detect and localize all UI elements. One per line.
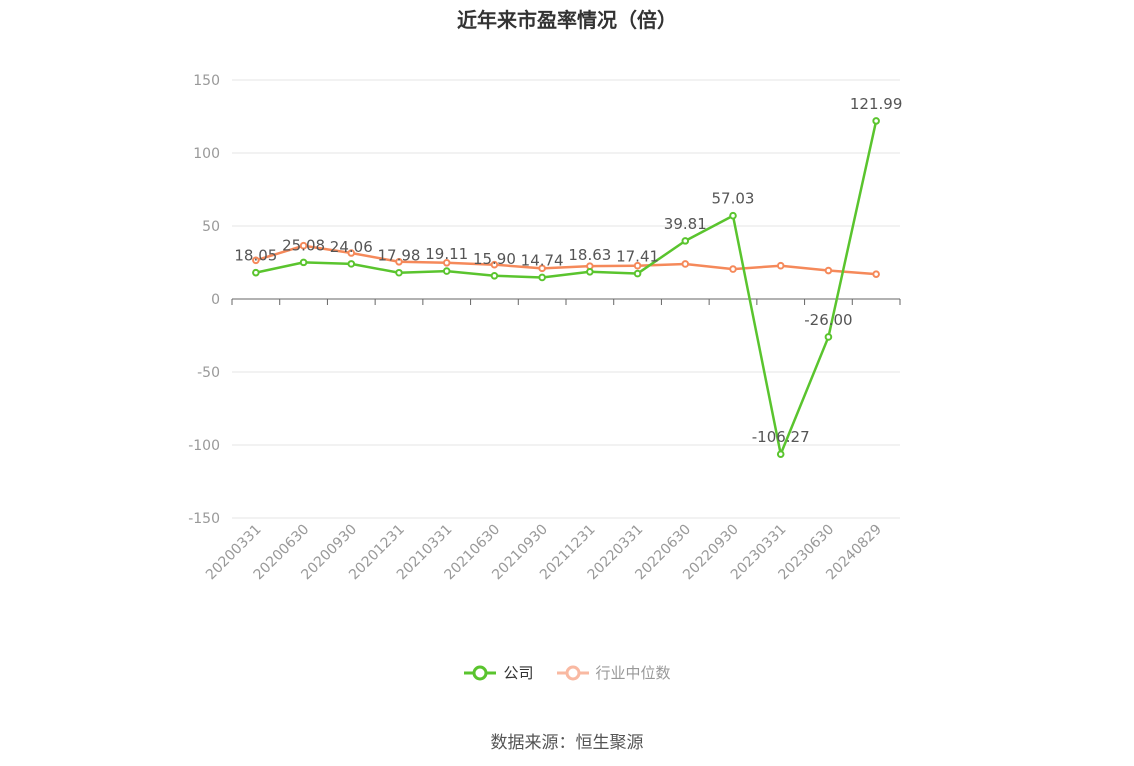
legend-item-industry[interactable]: 行业中位数 [556,662,671,683]
industry-data-point [442,258,451,267]
data-label: 25.08 [282,236,325,254]
industry-data-point [252,256,260,265]
data-label: 57.03 [712,190,755,208]
company-data-point [776,450,785,458]
company-data-point [538,273,546,282]
y-tick-label: 150 [193,73,220,89]
data-label: 19.11 [425,245,468,263]
data-label: 17.98 [378,247,421,265]
data-label: 15.90 [473,250,516,268]
company-data-point [729,211,737,220]
company-data-point [490,271,499,280]
company-data-point [299,258,308,267]
y-tick-label: -50 [197,365,220,381]
industry-data-point [347,249,356,257]
company-data-point [586,268,594,276]
company-data-point [395,268,403,277]
data-label: 39.81 [664,215,707,233]
y-tick-label: 50 [202,219,220,235]
industry-data-point [776,261,785,270]
y-tick-label: -100 [188,438,220,454]
company-series-line [255,120,878,456]
series-lines [252,117,880,458]
industry-series-line [255,244,877,276]
legend: 公司 行业中位数 [0,662,1134,683]
data-label: -26.00 [804,311,852,329]
data-label: 24.06 [330,238,373,256]
axes: 150100500-50-100-15020200331202006302020… [188,73,901,583]
data-label: 121.99 [850,95,903,113]
legend-industry-label: 行业中位数 [595,664,671,682]
industry-data-point [872,270,880,278]
legend-company-label: 公司 [503,664,534,682]
y-tick-label: 100 [193,146,220,162]
y-tick-label: -150 [188,511,220,527]
data-label: -106.27 [752,428,810,446]
chart-title: 近年来市盈率情况（倍） [457,8,677,32]
industry-data-point [729,265,737,273]
industry-data-point [681,260,690,268]
industry-data-point [490,260,499,269]
source-note: 数据来源：恒生聚源 [490,733,644,753]
data-label: 14.74 [521,251,564,269]
grid-lines [232,79,900,519]
data-label: 17.41 [616,248,659,266]
company-data-point [824,333,833,341]
line-chart: 150100500-50-100-15020200331202006302020… [188,73,902,583]
company-data-point [681,237,690,245]
data-label: 18.05 [234,247,277,265]
legend-item-company[interactable]: 公司 [463,662,534,683]
industry-data-point [395,257,403,266]
company-data-point [633,269,642,278]
legend-company-line-icon [464,665,497,680]
y-tick-label: 0 [211,292,220,308]
company-data-point [347,260,356,268]
industry-data-point [824,266,833,275]
industry-data-point [538,264,546,273]
legend-industry-line-icon [556,665,589,680]
data-labels: 18.05 25.08 24.06 17.98 19.11 15.90 14.74 18.63… [234,95,902,446]
company-data-point [252,268,260,277]
data-label: 18.63 [568,246,611,264]
company-data-point [442,267,451,275]
company-data-point [872,117,880,125]
industry-data-point [299,241,308,250]
industry-data-point [633,261,642,270]
